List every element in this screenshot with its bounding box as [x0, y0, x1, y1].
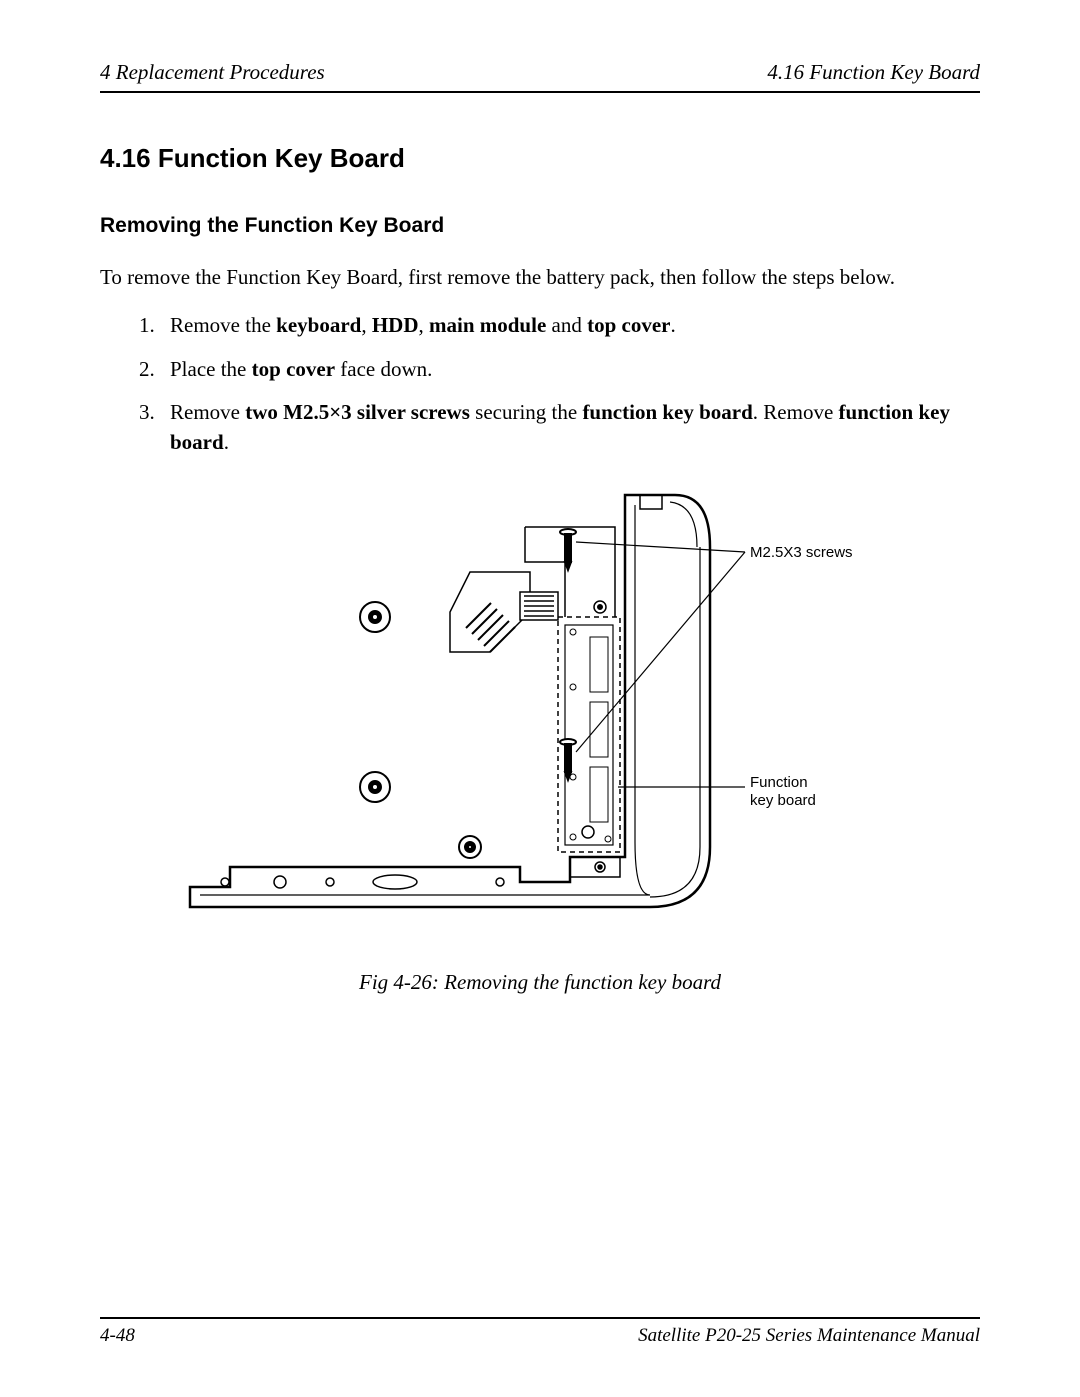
header-left: 4 Replacement Procedures	[100, 60, 325, 85]
page-header: 4 Replacement Procedures 4.16 Function K…	[100, 60, 980, 93]
label-screws: M2.5X3 screws	[750, 544, 853, 561]
intro-paragraph: To remove the Function Key Board, first …	[100, 263, 980, 291]
label-board-line1: Function	[750, 774, 808, 791]
footer-manual-title: Satellite P20-25 Series Maintenance Manu…	[638, 1325, 980, 1347]
step-bold: main module	[429, 313, 546, 337]
step-text: . Remove	[753, 400, 839, 424]
figure-caption: Fig 4-26: Removing the function key boar…	[100, 970, 980, 995]
step-bold: top cover	[587, 313, 670, 337]
diagram-svg: M2.5X3 screws Function key board	[170, 487, 910, 947]
step-bold: function key board	[582, 400, 752, 424]
step-text: face down.	[335, 357, 432, 381]
page: 4 Replacement Procedures 4.16 Function K…	[0, 0, 1080, 1397]
step-text: securing the	[470, 400, 583, 424]
steps-list: Remove the keyboard, HDD, main module an…	[100, 311, 980, 457]
step-text: Place the	[170, 357, 252, 381]
label-board-line2: key board	[750, 792, 816, 809]
step-2: Place the top cover face down.	[160, 355, 980, 384]
step-bold: two M2.5×3 silver screws	[245, 400, 470, 424]
step-1: Remove the keyboard, HDD, main module an…	[160, 311, 980, 340]
step-text: .	[224, 430, 229, 454]
step-text: Remove the	[170, 313, 276, 337]
section-title: 4.16 Function Key Board	[100, 143, 980, 174]
figure: M2.5X3 screws Function key board Fig 4-2…	[100, 487, 980, 995]
subsection-title: Removing the Function Key Board	[100, 214, 980, 238]
step-text: ,	[361, 313, 372, 337]
footer-page-number: 4-48	[100, 1325, 135, 1347]
page-footer: 4-48 Satellite P20-25 Series Maintenance…	[100, 1317, 980, 1347]
step-text: ,	[419, 313, 430, 337]
step-bold: top cover	[252, 357, 335, 381]
step-3: Remove two M2.5×3 silver screws securing…	[160, 398, 980, 457]
step-bold: HDD	[372, 313, 419, 337]
step-text: Remove	[170, 400, 245, 424]
step-bold: keyboard	[276, 313, 361, 337]
step-text: and	[546, 313, 587, 337]
step-text: .	[670, 313, 675, 337]
header-right: 4.16 Function Key Board	[767, 60, 980, 85]
